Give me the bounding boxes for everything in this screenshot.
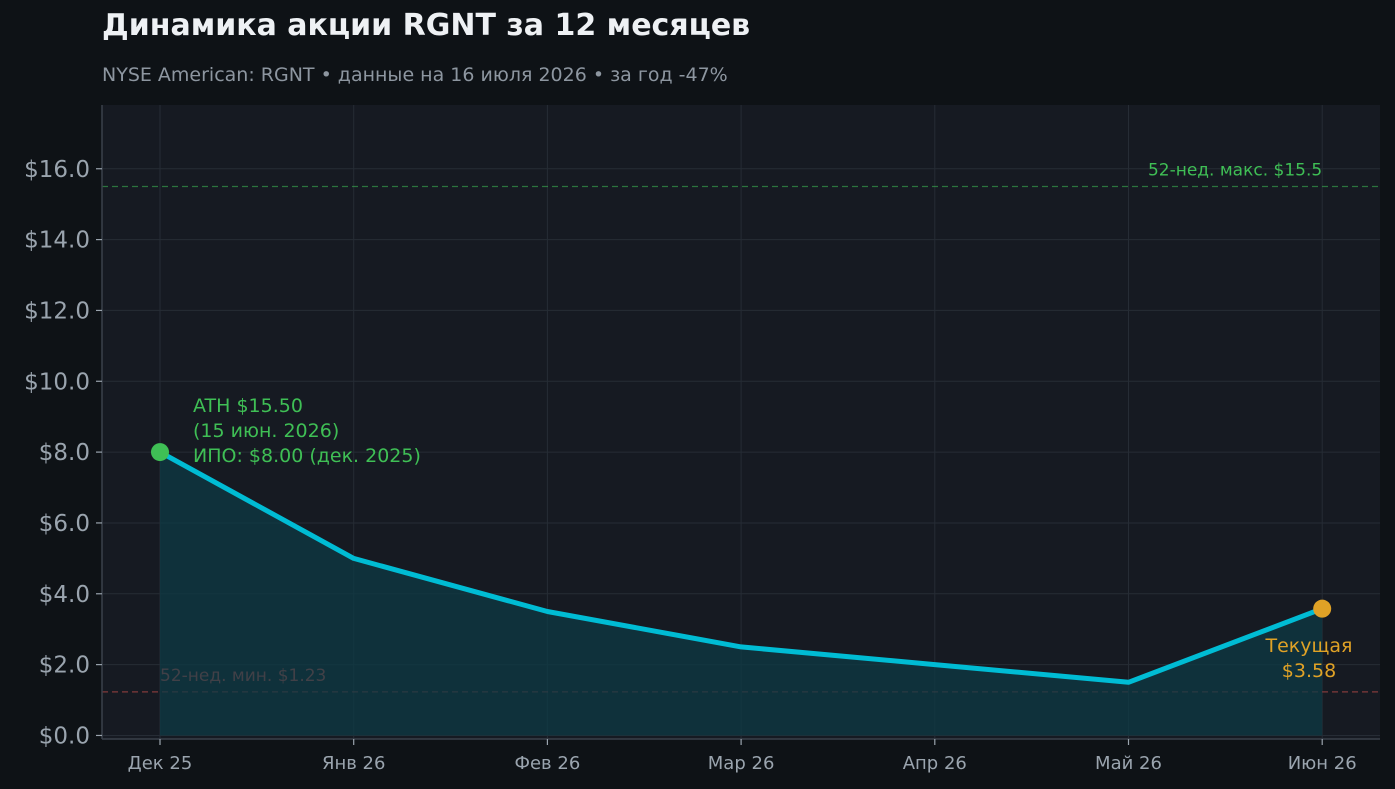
y-tick-label-4: $8.0 [39, 440, 90, 466]
ath-annotation-line-2: ИПО: $8.00 (дек. 2025) [193, 445, 421, 467]
x-tick-label-5: Май 26 [1095, 753, 1162, 774]
ath-annotation-line-0: ATH $15.50 [193, 395, 303, 417]
y-tick-label-2: $4.0 [39, 582, 90, 608]
y-tick-labels: $0.0 $2.0 $4.0 $6.0 $8.0 $10.0 $12.0 $14.0 $16.0 [24, 157, 102, 749]
y-tick-label-1: $2.0 [39, 653, 90, 679]
y-tick-label-0: $0.0 [39, 723, 90, 749]
chart-title: Динамика акции RGNT за 12 месяцев [102, 8, 751, 43]
y-tick-label-8: $16.0 [24, 157, 90, 183]
current-annotation-line-0: Текущая [1265, 635, 1353, 657]
x-tick-labels: Дек 25 Янв 26 Фев 26 Мар 26 Апр 26 Май 26 Июн … [128, 739, 1357, 774]
x-tick-label-3: Мар 26 [708, 753, 775, 774]
point-ath [151, 443, 169, 462]
x-tick-label-4: Апр 26 [903, 753, 967, 774]
x-tick-label-2: Фев 26 [514, 753, 580, 774]
y-tick-label-3: $6.0 [39, 511, 90, 537]
point-current [1313, 599, 1332, 618]
price-line [157, 449, 1325, 685]
x-tick-label-1: Янв 26 [322, 753, 386, 774]
x-tick-label-0: Дек 25 [128, 753, 193, 774]
y-tick-label-5: $10.0 [24, 369, 90, 395]
y-tick-label-6: $12.0 [24, 298, 90, 324]
price-area-fill [160, 452, 1323, 736]
ath-annotation-line-1: (15 июн. 2026) [193, 420, 339, 442]
reference-label-high: 52-нед. макс. $15.5 [1148, 160, 1322, 180]
chart-subtitle: NYSE American: RGNT • данные на 16 июля … [102, 64, 728, 86]
x-tick-label-6: Июн 26 [1288, 753, 1357, 774]
current-annotation-line-1: $3.58 [1282, 660, 1336, 682]
annotations: ATH $15.50 (15 июн. 2026) ИПО: $8.00 (дек.… [193, 395, 1352, 682]
data-points [151, 443, 1332, 618]
y-tick-label-7: $14.0 [24, 228, 90, 254]
